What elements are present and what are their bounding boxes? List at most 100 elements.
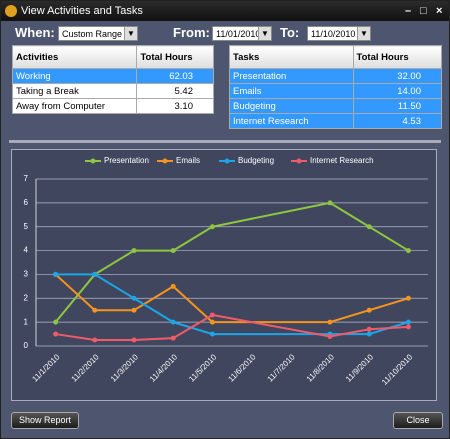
from-value: 11/01/2010 [216, 29, 261, 39]
chart: 0 1 2 3 4 5 6 7 11/1/2010 11/2/2010 11/3/2010 11/4/… [11, 149, 437, 401]
x-tick-label: 11/10/2010 [380, 352, 415, 387]
legend-label: Internet Research [310, 156, 374, 165]
when-dropdown[interactable]: Custom Range ▼ [58, 26, 138, 41]
cell: Away from Computer [11, 98, 138, 114]
data-point [366, 331, 372, 337]
when-value: Custom Range [62, 29, 123, 39]
header-row: Activities Total Hours [11, 45, 214, 69]
legend-label: Presentation [104, 156, 149, 165]
data-point [170, 283, 176, 289]
cell: Budgeting [229, 98, 354, 114]
legend-label: Budgeting [238, 156, 274, 165]
title-bar: View Activities and Tasks – □ × [1, 1, 449, 21]
data-point [327, 333, 333, 339]
show-report-button[interactable]: Show Report [11, 412, 79, 429]
cell: Working [11, 68, 138, 84]
data-point [366, 326, 372, 332]
cell: 11.50 [352, 98, 443, 114]
cell: 14.00 [352, 83, 443, 99]
cell: Taking a Break [11, 83, 138, 99]
series-line [55, 273, 409, 336]
data-point [209, 224, 215, 230]
from-date[interactable]: 11/01/2010 ▼ [212, 26, 272, 41]
row[interactable]: Presentation 32.00 [229, 68, 443, 84]
y-tick-label: 2 [24, 293, 29, 302]
date-arrow: ▼ [258, 27, 271, 40]
x-tick-label: 11/6/2010 [226, 352, 257, 383]
x-tick-label: 11/7/2010 [266, 352, 297, 383]
row[interactable]: Internet Research 4.53 [229, 113, 443, 129]
data-point [209, 312, 215, 318]
cell: 5.42 [136, 83, 214, 99]
x-tick-label: 11/8/2010 [305, 352, 336, 383]
x-tick-label: 11/9/2010 [344, 352, 375, 383]
data-point [92, 271, 98, 277]
x-tick-label: 11/5/2010 [187, 352, 218, 383]
header-cell: Total Hours [136, 45, 214, 69]
header-cell: Activities [11, 45, 138, 69]
legend-label: Emails [176, 156, 200, 165]
cell: 3.10 [136, 98, 214, 114]
maximize[interactable]: □ [420, 5, 427, 17]
to-value: 11/10/2010 [311, 29, 356, 39]
y-tick-label: 0 [24, 341, 29, 350]
row[interactable]: Away from Computer 3.10 [11, 98, 214, 114]
header-cell: Tasks [229, 45, 354, 69]
row[interactable]: Emails 14.00 [229, 83, 443, 99]
data-point [209, 319, 215, 325]
data-point [131, 337, 137, 343]
data-point [366, 307, 372, 313]
x-tick-label: 11/4/2010 [148, 352, 179, 383]
legend-marker [224, 158, 230, 164]
from-label: From: [173, 25, 210, 40]
y-tick-label: 7 [24, 174, 29, 183]
data-point [366, 224, 372, 230]
legend-marker [296, 158, 302, 164]
series-line [55, 313, 409, 342]
cell: Emails [229, 83, 354, 99]
to-label: To: [280, 25, 300, 40]
row[interactable]: Taking a Break 5.42 [11, 83, 214, 99]
data-point [53, 319, 59, 325]
header-cell: Total Hours [352, 45, 443, 69]
row[interactable]: Budgeting 11.50 [229, 98, 443, 114]
cell: Presentation [229, 68, 354, 84]
x-tick-label: 11/2/2010 [70, 352, 101, 383]
to-date[interactable]: 11/10/2010 ▼ [307, 26, 371, 41]
y-tick-label: 5 [24, 222, 29, 231]
splitter[interactable] [9, 140, 441, 143]
row[interactable]: Working 62.03 [11, 68, 214, 84]
legend-marker [162, 158, 168, 164]
y-tick-label: 3 [24, 270, 29, 279]
data-point [131, 307, 137, 313]
dropdown-arrow: ▼ [124, 27, 137, 40]
data-point [170, 319, 176, 325]
data-point [405, 248, 411, 254]
data-point [92, 307, 98, 313]
tasks-table: Tasks Total Hours Presentation 32.00 Emails 1… [229, 45, 443, 129]
cell: 32.00 [352, 68, 443, 84]
close-x[interactable]: × [436, 5, 443, 17]
cell: 4.53 [352, 113, 443, 129]
series-line [54, 273, 409, 324]
date-arrow: ▼ [357, 27, 370, 40]
data-point [92, 337, 98, 343]
data-point [209, 331, 215, 337]
data-point [131, 248, 137, 254]
legend-marker [90, 158, 96, 164]
y-tick-label: 1 [24, 317, 29, 326]
window-title: View Activities and Tasks [21, 5, 143, 17]
data-point [53, 331, 59, 337]
data-point [53, 271, 59, 277]
data-point [170, 248, 176, 254]
minimize[interactable]: – [405, 5, 412, 17]
activities-table: Activities Total Hours Working 62.03 Taking … [11, 45, 214, 114]
cell: 62.03 [136, 68, 214, 84]
y-tick-label: 4 [24, 246, 29, 255]
data-point [327, 319, 333, 325]
close-button[interactable]: Close [393, 412, 443, 429]
data-point [405, 324, 411, 330]
x-tick-label: 11/3/2010 [109, 352, 140, 383]
data-point [170, 335, 176, 341]
